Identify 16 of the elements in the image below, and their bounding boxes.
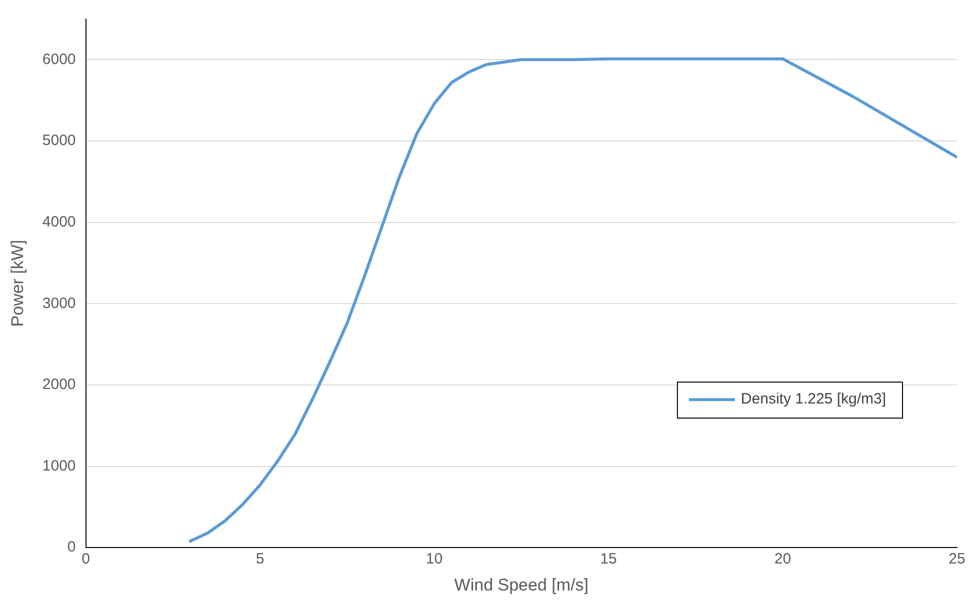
y-tick-label: 3000: [42, 294, 76, 312]
legend-label: Density 1.225 [kg/m3]: [740, 390, 886, 408]
y-tick-label: 2000: [42, 376, 76, 394]
y-tick-label: 6000: [42, 50, 76, 68]
x-tick-label: 0: [82, 550, 90, 568]
x-axis-title: Wind Speed [m/s]: [454, 575, 588, 594]
y-tick-label: 1000: [42, 457, 76, 474]
y-tick-label: 4000: [42, 213, 76, 230]
y-axis-title: Power [kW]: [8, 240, 27, 327]
x-tick-label: 20: [774, 550, 792, 568]
x-tick-label: 5: [256, 550, 264, 568]
x-tick-label: 25: [948, 550, 966, 568]
x-tick-label: 10: [426, 550, 443, 568]
y-tick-label: 5000: [42, 132, 76, 150]
y-tick-label: 0: [67, 538, 76, 556]
x-tick-label: 15: [600, 550, 617, 568]
